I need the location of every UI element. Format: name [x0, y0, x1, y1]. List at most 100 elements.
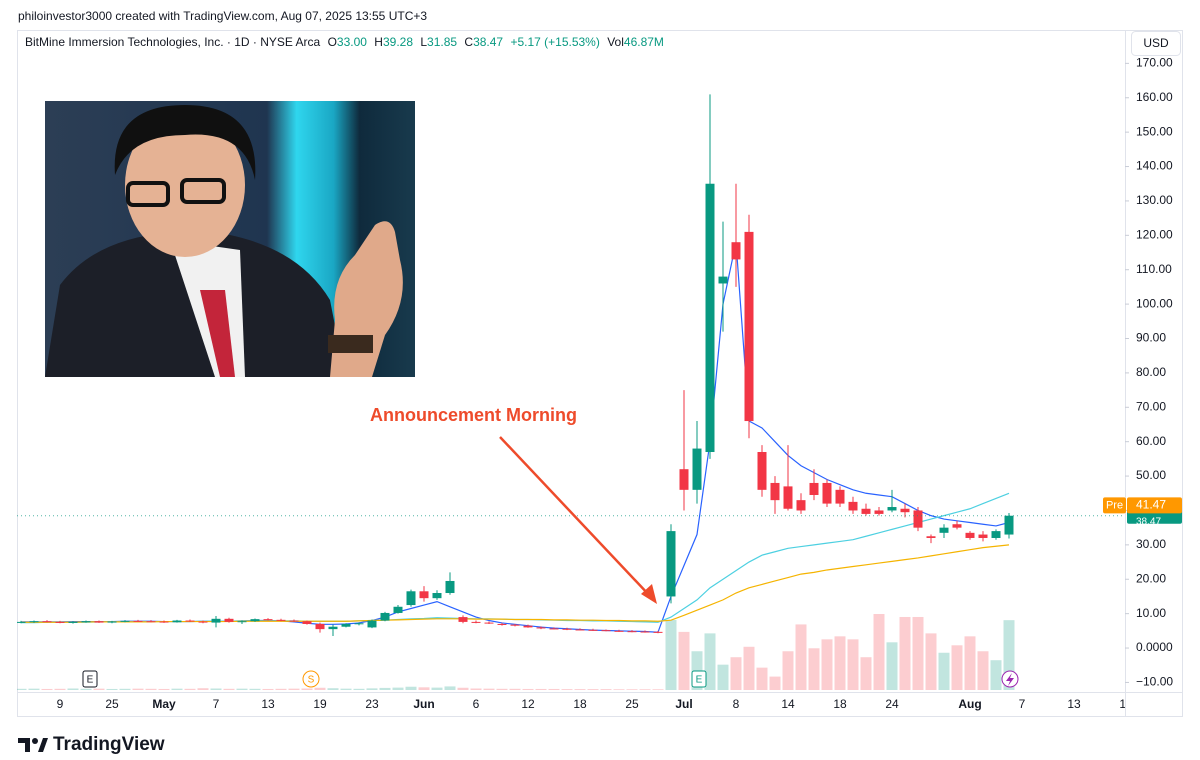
candle-body	[900, 508, 910, 513]
candle-body	[263, 619, 273, 621]
symbol-title: BitMine Immersion Technologies, Inc. · 1…	[25, 35, 321, 49]
volume-bar	[17, 688, 27, 690]
candle-body	[536, 627, 546, 629]
event-marker	[691, 670, 707, 688]
y-tick-label: 80.00	[1136, 365, 1166, 379]
candle-body	[419, 591, 429, 599]
volume-bar	[626, 689, 638, 690]
candle-body	[471, 621, 481, 623]
candle-body	[523, 625, 533, 628]
candle-body	[627, 631, 637, 633]
volume-bar	[704, 633, 716, 690]
volume-bar	[67, 688, 79, 690]
volume-bar	[171, 688, 183, 690]
candle-body	[874, 510, 884, 514]
moving-average-line	[21, 492, 1010, 624]
x-tick-label: 12	[521, 697, 535, 711]
volume-bar	[119, 688, 131, 690]
volume-bar	[990, 660, 1002, 690]
volume-bar	[821, 639, 833, 690]
candle-body	[952, 524, 962, 528]
volume-bar	[496, 688, 508, 690]
volume-bar	[873, 614, 885, 690]
volume-bar	[28, 688, 40, 690]
candle-body	[302, 621, 312, 624]
candle-body	[328, 626, 338, 630]
volume-bar	[717, 664, 729, 690]
x-tick-label: 13	[1067, 697, 1081, 711]
volume-bar	[834, 636, 846, 690]
volume-bar	[405, 686, 417, 690]
candle-body	[289, 620, 299, 622]
y-tick-label: 90.00	[1136, 331, 1166, 345]
candle-body	[1004, 515, 1014, 535]
x-tick-label: 8	[733, 697, 740, 711]
candle-body	[185, 620, 195, 622]
volume-bar	[613, 689, 625, 690]
ohlc-value: 31.85	[427, 35, 457, 49]
y-tick-label: 150.00	[1136, 124, 1173, 138]
moving-average-line	[21, 544, 1010, 623]
chart-frame	[17, 30, 1183, 717]
candle-body	[354, 623, 364, 625]
candle-body	[692, 448, 702, 490]
x-tick-label: 13	[261, 697, 275, 711]
candle-body	[809, 482, 819, 495]
volume-bar	[275, 688, 287, 690]
candle-body	[939, 527, 949, 533]
candle-body	[146, 621, 156, 623]
candle-body	[393, 606, 403, 613]
candle-body	[861, 508, 871, 514]
ohlc-value: 39.28	[383, 35, 413, 49]
volume-bar	[249, 688, 261, 690]
x-tick-label: 25	[625, 697, 639, 711]
candle-body	[887, 507, 897, 511]
candle-body	[913, 510, 923, 528]
y-tick-label: 70.00	[1136, 399, 1166, 413]
candle-body	[978, 534, 988, 538]
volume-bar	[444, 686, 456, 690]
candle-body	[224, 618, 234, 622]
candle-body	[796, 500, 806, 511]
photo-glasses	[180, 178, 226, 204]
candle-body	[744, 231, 754, 422]
ohlc-key: C	[464, 35, 473, 49]
watermark: philoinvestor3000 created with TradingVi…	[18, 9, 427, 23]
volume-bar	[535, 688, 547, 690]
candle-body	[276, 619, 286, 621]
brand-logo	[18, 738, 48, 752]
candle-body	[445, 580, 455, 594]
event-marker	[82, 670, 98, 688]
candle-body	[588, 629, 598, 631]
candle-body	[484, 622, 494, 624]
volume-bar	[93, 688, 105, 690]
volume-bar	[600, 689, 612, 690]
candle-body	[94, 621, 104, 623]
y-tick-label: 30.00	[1136, 537, 1166, 551]
currency-button[interactable]	[1131, 31, 1181, 56]
volume-bar	[54, 688, 66, 690]
photo-glasses	[126, 181, 170, 207]
volume-bar	[80, 688, 92, 690]
x-tick-label: 6	[473, 697, 480, 711]
candle-body	[653, 631, 663, 633]
x-tick-label: 18	[573, 697, 587, 711]
x-tick-label: 19	[1119, 697, 1133, 711]
y-tick-label: 0.0000	[1136, 640, 1173, 654]
candle-body	[926, 536, 936, 538]
volume-bar	[41, 688, 53, 690]
volume-bar	[340, 688, 352, 690]
volume-bar	[912, 616, 924, 690]
photo	[45, 101, 415, 377]
currency-label: USD	[1143, 36, 1169, 50]
volume-bar	[314, 687, 326, 690]
volume-bar	[977, 651, 989, 690]
volume-bar	[925, 633, 937, 690]
y-tick-label: 100.00	[1136, 296, 1173, 310]
volume-bar	[158, 688, 170, 690]
y-tick-label: −10.00	[1136, 675, 1173, 689]
annotation-arrow	[499, 436, 651, 597]
volume-bar	[522, 688, 534, 690]
candle-body	[679, 469, 689, 490]
